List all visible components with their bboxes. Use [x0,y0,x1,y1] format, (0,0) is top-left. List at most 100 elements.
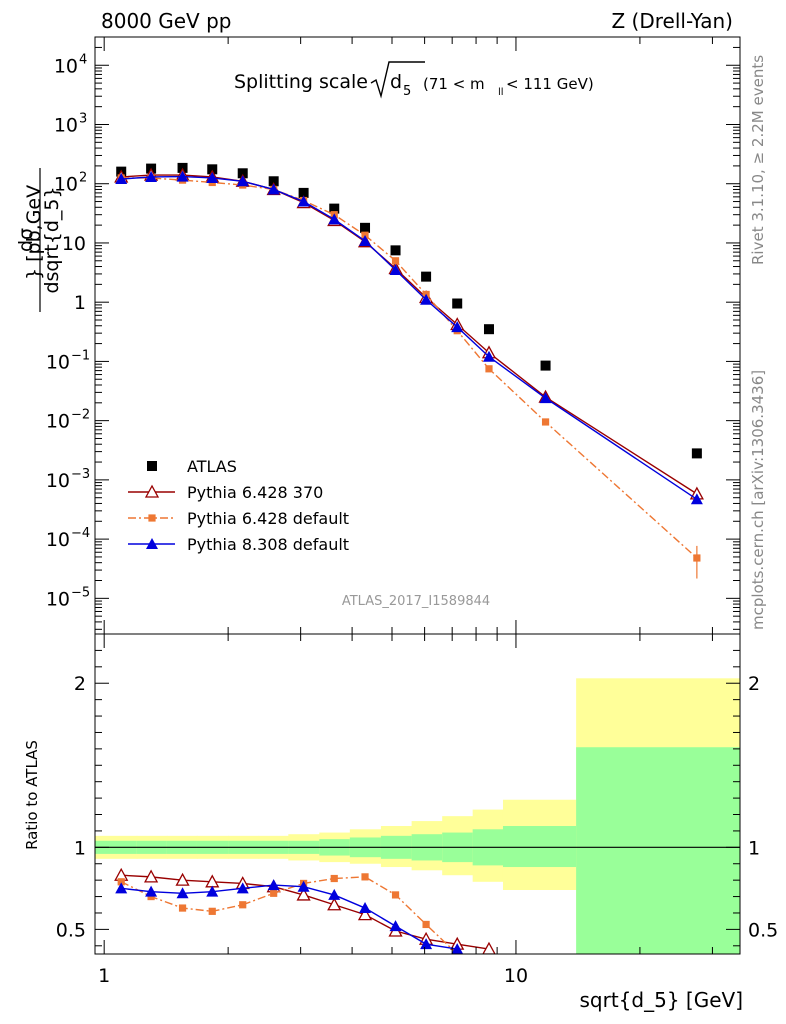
legend-label: Pythia 6.428 default [187,509,349,528]
data-point [485,365,493,373]
ratio-point [270,889,278,897]
series-line [121,175,698,500]
data-point [420,293,433,305]
main-ylabel: } [pb,GeV dσ dsqrt{d_5} [15,168,63,312]
ratio-y-tick-label: 2 [74,673,86,695]
ratio-point [482,941,496,954]
y-tick-label: 10 [46,351,70,373]
series-atlas [116,162,702,459]
header-energy: 8000 GeV pp [101,9,232,33]
data-point [359,234,372,246]
data-point [391,257,400,265]
ratio-point [327,897,342,911]
ratio-panel: 1 10 0.5 0.5 1 1 2 2 [56,633,778,987]
y-tick-exponent: −3 [71,467,90,482]
ratio-y-tick-label: 1 [74,837,86,859]
ratio-point [451,943,464,954]
series-pythia-8-308-default [115,170,703,505]
legend-marker [146,538,158,549]
ratio-frame [94,633,741,955]
legend-marker [147,461,157,471]
title-symbol: d [390,71,402,93]
y-tick-label: 10 [46,470,70,492]
sqrt-symbol [370,61,425,99]
uncertainty-band-inner [502,826,577,868]
x-tick-label: 1 [98,965,110,987]
data-point [452,298,463,309]
x-axis-label: sqrt{d_5} [GeV] [580,988,744,1012]
ylabel-num: dσ [15,228,37,252]
analysis-watermark: ATLAS_2017_I1589844 [342,594,490,609]
ratio-point [239,901,247,909]
ratio-point [143,869,159,883]
data-point [298,187,309,198]
series-line [121,174,698,495]
ratio-point [297,880,310,892]
ratio-point [330,874,338,883]
legend-marker [148,514,156,522]
data-point [176,170,189,182]
ratio-point [422,920,430,929]
data-point [145,170,158,182]
data-point [451,321,464,333]
title-range-left: (71 < m [423,75,485,93]
title-prefix: Splitting scale [234,71,368,93]
ratio-point [178,904,187,912]
legend-entry: Pythia 6.428 default [128,509,349,528]
y-tick-label: 10 [54,114,78,136]
data-point [360,222,371,233]
rivet-label: Rivet 3.1.10, ≥ 2.2M events [749,55,767,265]
ratio-point [117,878,125,886]
ratio-point [389,920,402,932]
y-tick-label: 10 [54,174,78,196]
mcplots-label: mcplots.cern.ch [arXiv:1306.3436] [749,370,767,630]
ratio-point [357,907,373,921]
data-point [267,183,280,195]
ratio-y-tick-label-right: 2 [748,673,760,695]
title-symbol-sub: 5 [403,84,411,99]
y-tick-label: 10 [46,411,70,433]
data-point [297,195,310,207]
ratio-ylabel: Ratio to ATLAS [23,740,41,850]
title-range-right: < 111 GeV) [506,75,594,93]
ratio-point [361,873,369,881]
legend-label: Pythia 8.308 default [187,535,349,554]
title-range-sub: ll [498,87,504,98]
y-tick-exponent: −2 [71,408,90,423]
ratio-y-tick-label-right: 0.5 [748,919,778,941]
uncertainty-band-inner [576,747,740,954]
data-point [541,418,550,426]
y-tick-label: 10 [54,55,78,77]
data-point [207,164,218,175]
ratio-point [391,891,400,899]
ratio-point [328,888,341,900]
y-tick-exponent: 3 [79,111,87,126]
ratio-line [120,876,458,954]
data-point [236,175,249,187]
legend-marker [144,484,160,498]
y-tick-exponent: −1 [71,348,90,363]
data-point [540,360,551,371]
legend-entry: Pythia 8.308 default [128,535,349,554]
ratio-point [175,872,190,886]
main-title: Splitting scale d 5 (71 < m ll < 111 GeV… [234,61,594,99]
ratio-line [121,884,458,950]
legend: ATLAS Pythia 6.428 370 Pythia 6.428 defaul… [128,457,349,554]
ratio-point [296,887,311,901]
data-point [483,324,494,335]
ratio-point [206,885,219,897]
y-tick-exponent: −5 [71,585,90,600]
data-point [329,203,340,214]
ratio-point [236,882,249,894]
data-point [115,173,128,185]
y-tick-label: 10 [46,529,70,551]
legend-label: Pythia 6.428 370 [187,483,323,502]
data-point [421,271,432,282]
y-tick-exponent: 2 [79,171,87,186]
data-point [268,176,279,187]
data-point [390,245,401,256]
ratio-series-pythia-8-308-default [115,879,464,954]
series-line [121,177,698,559]
